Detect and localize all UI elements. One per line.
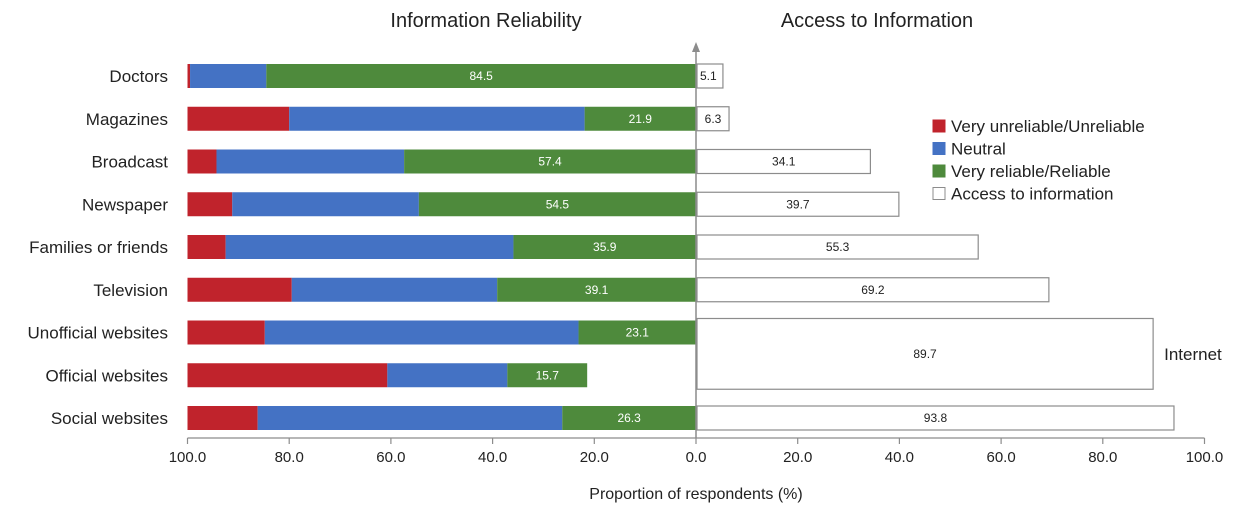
legend-label-very-unreliable-unreliable: Very unreliable/Unreliable	[951, 117, 1145, 136]
data-label-access-newspaper: 39.7	[786, 197, 810, 211]
bar-very-reliable-reliable-television	[497, 277, 696, 302]
x-tick-label-left-0-0: 0.0	[686, 449, 707, 466]
x-tick-label-right-100-0: 100.0	[1186, 449, 1224, 466]
bar-very-unreliable-unreliable-social-websites	[187, 406, 258, 430]
legend-label-neutral: Neutral	[951, 140, 1006, 159]
category-label-families-or-friends: Families or friends	[29, 238, 168, 257]
legend-swatch-very-reliable-reliable	[932, 164, 946, 178]
bar-access-television	[696, 277, 1050, 303]
bar-access-social-websites	[696, 405, 1175, 431]
bar-neutral-magazines	[289, 106, 585, 131]
bar-access-broadcast	[696, 148, 871, 175]
center-axis-arrow	[692, 42, 700, 52]
legend-label-very-reliable-reliable: Very reliable/Reliable	[951, 162, 1111, 181]
legend-swatch-access-to-information	[932, 187, 946, 200]
category-label-magazines: Magazines	[86, 110, 168, 129]
data-label-very-reliable-reliable-doctors: 84.5	[469, 69, 493, 83]
category-label-official-websites: Official websites	[45, 366, 168, 385]
x-tick-label-right-80-0: 80.0	[1088, 449, 1117, 466]
data-label-access-magazines: 6.3	[705, 112, 722, 126]
bar-very-unreliable-unreliable-official-websites	[187, 363, 388, 388]
data-label-access-families-or-friends: 55.3	[826, 240, 850, 254]
data-label-access-social-websites: 93.8	[924, 411, 948, 425]
bar-access-newspaper	[696, 191, 900, 217]
data-label-very-reliable-reliable-broadcast: 57.4	[538, 155, 562, 169]
bar-neutral-official-websites	[387, 363, 508, 388]
category-label-social-websites: Social websites	[51, 409, 168, 428]
bar-very-reliable-reliable-doctors	[266, 64, 696, 88]
bar-neutral-social-websites	[257, 406, 563, 430]
bar-very-reliable-reliable-broadcast	[404, 149, 696, 174]
category-label-newspaper: Newspaper	[82, 195, 168, 214]
bar-very-unreliable-unreliable-magazines	[187, 106, 290, 131]
data-label-access-television: 69.2	[861, 283, 885, 297]
chart-title-left: Information Reliability	[390, 10, 581, 32]
x-tick-label-right-40-0: 40.0	[885, 449, 914, 466]
data-label-very-reliable-reliable-official-websites: 15.7	[536, 368, 560, 382]
bar-very-unreliable-unreliable-families-or-friends	[187, 235, 226, 259]
bar-neutral-television	[291, 277, 498, 302]
bar-very-unreliable-unreliable-newspaper	[187, 192, 233, 217]
x-tick-label-left-40-0: 40.0	[478, 449, 507, 466]
chart-title-right: Access to Information	[781, 10, 973, 32]
bar-very-reliable-reliable-magazines	[584, 106, 696, 131]
bar-very-reliable-reliable-families-or-friends	[513, 235, 696, 259]
category-label-television: Television	[93, 281, 168, 300]
category-label-unofficial-websites: Unofficial websites	[28, 324, 168, 343]
x-tick-label-left-80-0: 80.0	[275, 449, 304, 466]
bar-neutral-broadcast	[216, 149, 405, 174]
bar-very-unreliable-unreliable-unofficial-websites	[187, 320, 265, 345]
bar-access-internet	[696, 317, 1154, 390]
data-label-access-broadcast: 34.1	[772, 155, 796, 169]
data-label-very-reliable-reliable-unofficial-websites: 23.1	[626, 326, 650, 340]
bars-group: Doctors 84.5 5.1 Magazines 21.9 6.3 Broadcast 5…	[28, 63, 1222, 431]
bar-very-reliable-reliable-official-websites	[507, 363, 588, 388]
data-label-access-internet: 89.7	[913, 347, 937, 361]
x-tick-label-right-20-0: 20.0	[783, 449, 812, 466]
data-label-very-reliable-reliable-families-or-friends: 35.9	[593, 240, 617, 254]
x-tick-label-left-20-0: 20.0	[580, 449, 609, 466]
category-label-broadcast: Broadcast	[91, 153, 168, 172]
bar-access-families-or-friends	[696, 234, 979, 260]
axes-group: 100.0 80.0 60.0 40.0 20.0 0.0 20.0 40.0 60.0 80.0…	[169, 42, 1224, 466]
bar-very-unreliable-unreliable-doctors	[187, 64, 191, 88]
bar-very-reliable-reliable-newspaper	[418, 192, 696, 217]
data-label-very-reliable-reliable-magazines: 21.9	[629, 112, 653, 126]
x-tick-label-right-60-0: 60.0	[986, 449, 1015, 466]
bar-neutral-unofficial-websites	[264, 320, 579, 345]
data-label-very-reliable-reliable-social-websites: 26.3	[617, 411, 641, 425]
bar-very-reliable-reliable-social-websites	[562, 406, 696, 430]
legend-swatch-neutral	[932, 142, 946, 155]
data-label-access-doctors: 5.1	[700, 69, 717, 83]
x-tick-label-left-100-0: 100.0	[169, 449, 207, 466]
bar-very-unreliable-unreliable-television	[187, 277, 292, 302]
category-label-doctors: Doctors	[109, 67, 168, 86]
bar-access-doctors	[696, 63, 724, 89]
bar-access-magazines	[696, 106, 730, 132]
x-axis-title: Proportion of respondents (%)	[589, 486, 802, 503]
bar-very-unreliable-unreliable-broadcast	[187, 149, 217, 174]
bar-very-reliable-reliable-unofficial-websites	[578, 320, 696, 345]
bar-neutral-doctors	[190, 64, 267, 88]
bar-neutral-newspaper	[232, 192, 419, 217]
annotation-internet: Internet	[1164, 345, 1222, 364]
legend-label-access-to-information: Access to information	[951, 185, 1114, 204]
data-label-very-reliable-reliable-newspaper: 54.5	[546, 197, 570, 211]
legend-swatch-very-unreliable-unreliable	[932, 119, 946, 133]
x-tick-label-left-60-0: 60.0	[376, 449, 405, 466]
bar-neutral-families-or-friends	[225, 235, 514, 259]
data-label-very-reliable-reliable-television: 39.1	[585, 283, 609, 297]
legend: Very unreliable/Unreliable Neutral Very re…	[932, 117, 1145, 204]
